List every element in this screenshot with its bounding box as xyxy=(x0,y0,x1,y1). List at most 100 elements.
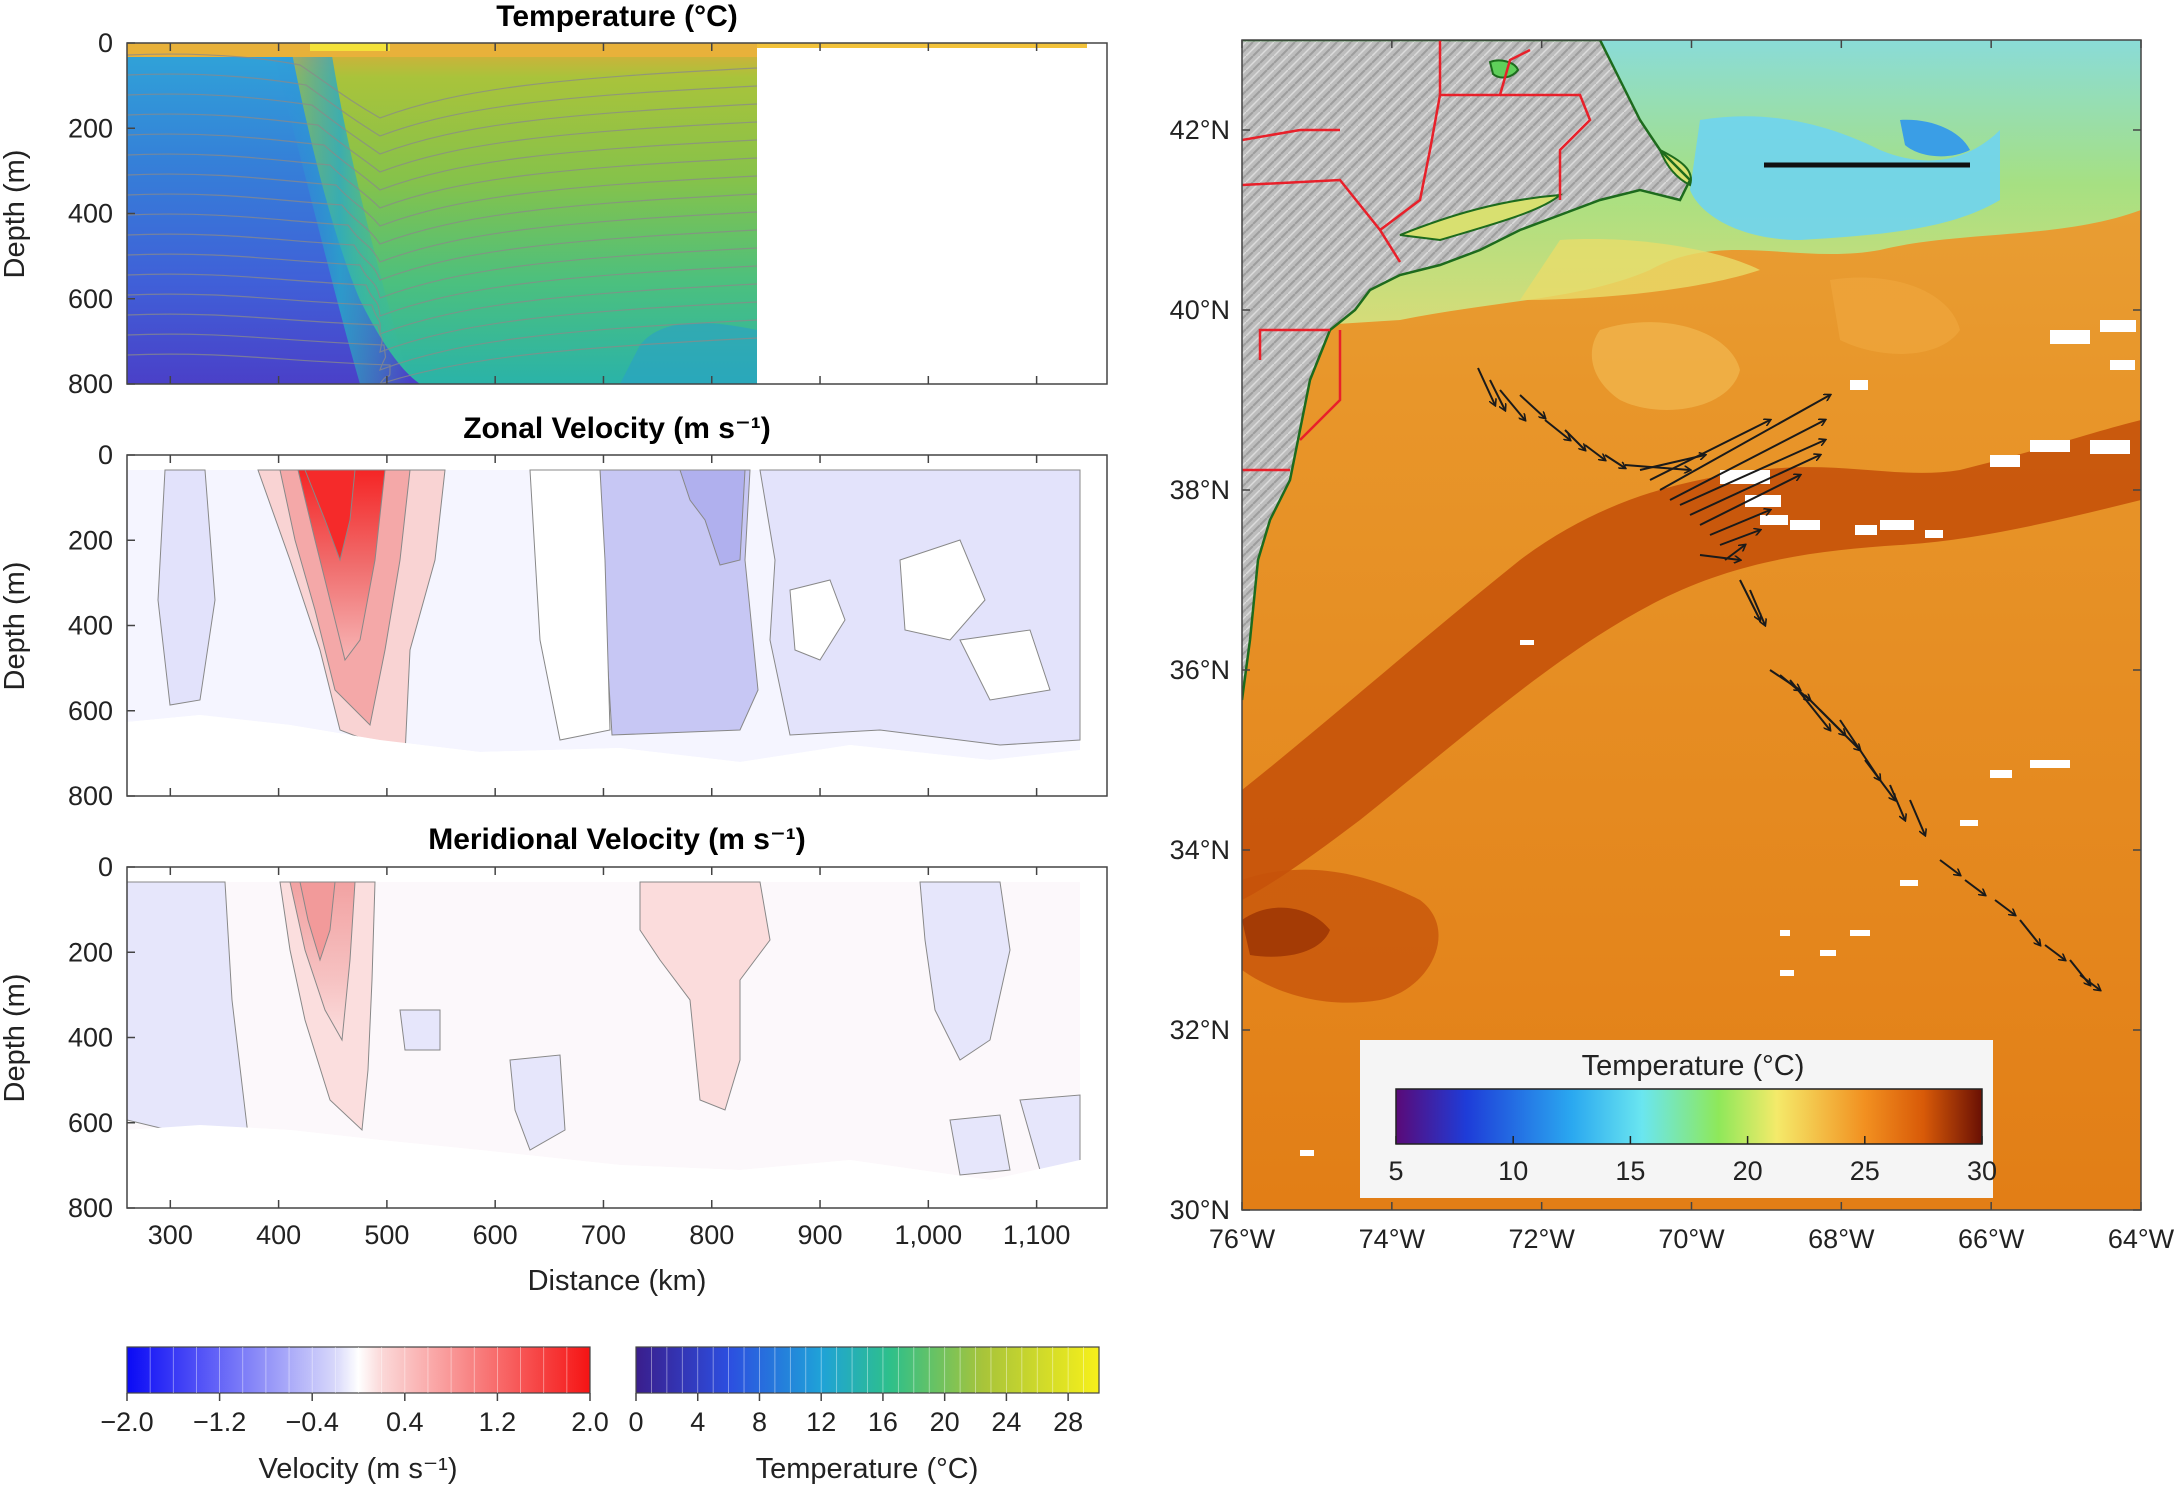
x-tick-label: 800 xyxy=(689,1220,734,1250)
y-tick-label: 200 xyxy=(68,525,113,555)
meridional-velocity-field xyxy=(127,867,1107,1208)
sst-map-field xyxy=(1242,40,2141,1210)
colorbar-tick-label: −0.4 xyxy=(286,1407,339,1437)
sst-colorbar-tick-label: 5 xyxy=(1388,1156,1403,1186)
zonal-velocity-title: Zonal Velocity (m s⁻¹) xyxy=(463,412,771,445)
temperature-y-label: Depth (m) xyxy=(0,150,31,279)
gulf-stream xyxy=(1242,420,2141,900)
colorbar-tick-label: 28 xyxy=(1053,1407,1083,1437)
y-tick-label: 400 xyxy=(68,199,113,229)
isotherm-line xyxy=(127,193,758,245)
meridional-velocity-y-axis: 0 200 400 600 800 xyxy=(68,852,135,1223)
isotherm-line xyxy=(127,53,758,119)
y-tick-label: 600 xyxy=(68,284,113,314)
colorbar-tick-label: 16 xyxy=(868,1407,898,1437)
lat-tick-label: 42°N xyxy=(1170,115,1230,145)
lat-tick-label: 38°N xyxy=(1170,475,1230,505)
y-tick-label: 0 xyxy=(98,440,113,470)
sst-colorbar-ticks: 5 10 15 20 25 30 xyxy=(1388,1136,1997,1186)
isotherm-line xyxy=(127,211,758,263)
lon-tick-label: 72°W xyxy=(1509,1224,1576,1254)
x-tick-label: 1,000 xyxy=(895,1220,963,1250)
lat-tick-label: 36°N xyxy=(1170,655,1230,685)
colorbar-tick-label: 0.4 xyxy=(386,1407,424,1437)
sst-map-panel: 30°N 32°N 34°N 36°N 38°N 40°N 42°N 76°W 74°W 72°… xyxy=(1170,39,2175,1254)
meridional-velocity-y-label: Depth (m) xyxy=(0,974,31,1103)
isotherm-line xyxy=(127,73,758,137)
temperature-colorbar-label: Temperature (°C) xyxy=(756,1453,979,1485)
meridional-velocity-x-axis: 300 400 500 600 700 800 900 1,000 1,100 xyxy=(148,867,1071,1250)
colorbar-tick-label: 24 xyxy=(991,1407,1021,1437)
x-tick-label: 300 xyxy=(148,1220,193,1250)
y-tick-label: 0 xyxy=(98,28,113,58)
isotherm-line xyxy=(127,301,758,353)
colorbar-tick-label: −1.2 xyxy=(193,1407,246,1437)
lat-tick-label: 34°N xyxy=(1170,835,1230,865)
y-tick-label: 600 xyxy=(68,1108,113,1138)
lon-tick-label: 66°W xyxy=(1958,1224,2025,1254)
zonal-velocity-x-ticks xyxy=(169,455,1038,796)
temperature-field xyxy=(127,43,1107,384)
lon-tick-label: 68°W xyxy=(1808,1224,1875,1254)
meridional-velocity-title: Meridional Velocity (m s⁻¹) xyxy=(428,823,806,856)
zonal-velocity-field xyxy=(127,455,1107,796)
isotherm-line xyxy=(127,229,758,281)
temperature-colorbar-ticks: 0 4 8 12 16 20 24 28 xyxy=(628,1393,1083,1437)
lon-tick-label: 74°W xyxy=(1359,1224,1426,1254)
isotherm-line xyxy=(127,265,758,317)
state-borders xyxy=(1242,40,1592,472)
sst-colorbar-tick-label: 25 xyxy=(1850,1156,1880,1186)
lon-tick-label: 64°W xyxy=(2108,1224,2175,1254)
distance-x-label: Distance (km) xyxy=(528,1265,707,1297)
y-tick-label: 200 xyxy=(68,937,113,967)
land xyxy=(1242,40,1690,700)
y-tick-label: 200 xyxy=(68,113,113,143)
lat-tick-label: 30°N xyxy=(1170,1195,1230,1225)
sst-colorbar-tick-label: 20 xyxy=(1733,1156,1763,1186)
temperature-section-title: Temperature (°C) xyxy=(496,0,737,33)
x-tick-label: 500 xyxy=(364,1220,409,1250)
sst-inset-colorbar: Temperature (°C) 5 10 15 20 25 30 xyxy=(1360,1040,1997,1198)
lat-tick-label: 32°N xyxy=(1170,1015,1230,1045)
zonal-velocity-y-axis: 0 200 400 600 800 xyxy=(68,440,135,811)
velocity-colorbar-steps xyxy=(149,1347,568,1393)
y-tick-label: 0 xyxy=(98,852,113,882)
isotherm-line xyxy=(127,283,758,335)
isotherm-line xyxy=(127,113,758,173)
x-tick-label: 400 xyxy=(256,1220,301,1250)
temperature-colorbar: 0 4 8 12 16 20 24 28 Temperature (°C) xyxy=(628,1346,1100,1485)
colorbar-tick-label: 8 xyxy=(752,1407,767,1437)
temperature-section-panel: Temperature (°C) 0 200 400 600 800 Depth (m) xyxy=(0,0,1108,399)
y-tick-label: 800 xyxy=(68,1193,113,1223)
lon-tick-label: 76°W xyxy=(1209,1224,1276,1254)
temperature-colorbar-steps xyxy=(651,1347,1084,1393)
y-tick-label: 600 xyxy=(68,696,113,726)
colorbar-tick-label: 12 xyxy=(806,1407,836,1437)
zonal-velocity-panel: Zonal Velocity (m s⁻¹) 0 200 400 600 800 Dep… xyxy=(0,412,1108,811)
temperature-x-ticks xyxy=(169,43,1038,384)
x-tick-label: 1,100 xyxy=(1003,1220,1071,1250)
velocity-colorbar: −2.0 −1.2 −0.4 0.4 1.2 2.0 Velocity (m s⁻¹) xyxy=(100,1346,609,1485)
isotherm-line xyxy=(127,319,758,372)
x-tick-label: 900 xyxy=(798,1220,843,1250)
sst-map-lon-axis: 76°W 74°W 72°W 70°W 68°W 66°W 64°W xyxy=(1209,40,2175,1254)
y-tick-label: 400 xyxy=(68,611,113,641)
sst-colorbar-ramp xyxy=(1395,1088,1983,1145)
sst-colorbar-tick-label: 30 xyxy=(1967,1156,1997,1186)
meridional-velocity-panel: Meridional Velocity (m s⁻¹) 0 200 400 600 80… xyxy=(0,823,1108,1297)
cloud-mask xyxy=(1300,320,2136,1156)
colorbar-tick-label: −2.0 xyxy=(100,1407,153,1437)
y-tick-label: 800 xyxy=(68,369,113,399)
sst-map-lat-axis: 30°N 32°N 34°N 36°N 38°N 40°N 42°N xyxy=(1170,115,2141,1225)
colorbar-tick-label: 2.0 xyxy=(571,1407,609,1437)
y-tick-label: 400 xyxy=(68,1023,113,1053)
isotherm-line xyxy=(127,173,758,227)
isotherm-line xyxy=(127,133,758,191)
x-tick-label: 700 xyxy=(581,1220,626,1250)
velocity-colorbar-ticks: −2.0 −1.2 −0.4 0.4 1.2 2.0 xyxy=(100,1393,609,1437)
colorbar-tick-label: 0 xyxy=(628,1407,643,1437)
isotherm-line xyxy=(127,153,758,209)
isotherms xyxy=(127,53,758,384)
y-tick-label: 800 xyxy=(68,781,113,811)
